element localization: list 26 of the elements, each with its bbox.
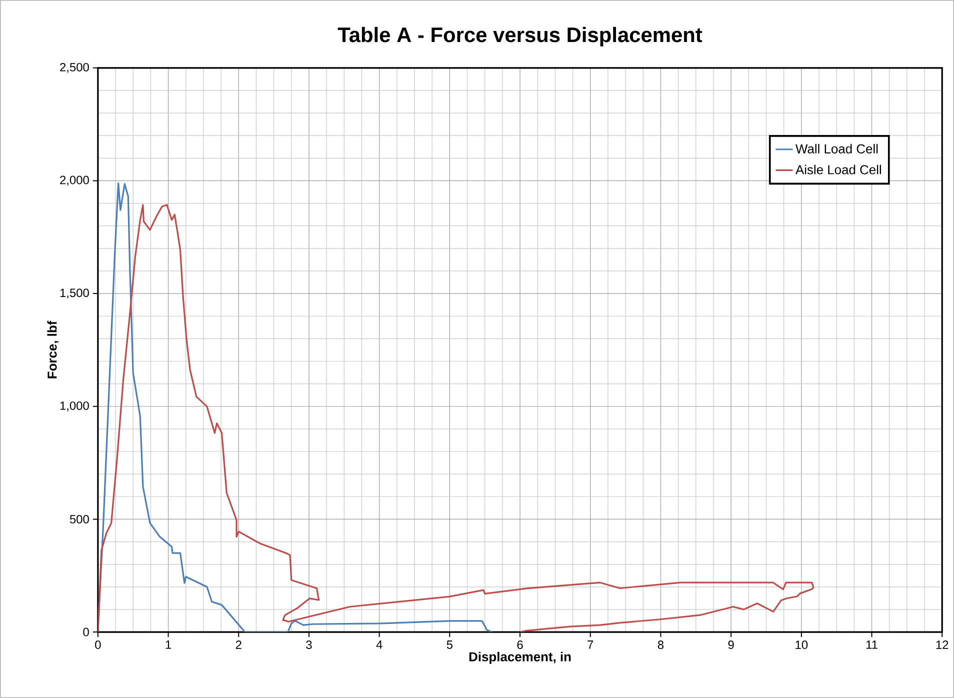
chart-title: Table A - Force versus Displacement [338, 26, 702, 46]
x-tick-label: 5 [446, 640, 452, 649]
x-tick-label: 2 [236, 640, 242, 649]
x-tick-label: 10 [796, 640, 808, 650]
x-axis-title: Displacement, in [469, 652, 571, 664]
x-tick-label: 1 [166, 640, 172, 649]
x-tick-label: 6 [517, 640, 523, 650]
x-tick-label: 3 [306, 640, 312, 650]
legend-label: Wall Load Cell [796, 144, 878, 154]
x-tick-label: 4 [376, 640, 382, 649]
legend-label: Aisle Load Cell [796, 164, 881, 174]
x-tick-label: 9 [728, 640, 734, 650]
y-tick-label: 0 [83, 628, 89, 636]
y-tick-label: 1,500 [60, 288, 89, 299]
x-tick-label: 7 [588, 640, 594, 649]
x-tick-label: 8 [658, 640, 664, 650]
x-tick-label: 11 [866, 640, 878, 649]
y-tick-label: 1,000 [60, 401, 89, 412]
y-tick-label: 2,500 [60, 62, 89, 73]
x-tick-label: 12 [936, 640, 948, 649]
y-tick-label: 500 [70, 515, 89, 524]
x-tick-label: 0 [95, 640, 101, 650]
y-tick-label: 2,000 [60, 176, 89, 186]
y-axis-title: Force, lbf [47, 320, 59, 378]
line-series [98, 182, 493, 632]
line-series [98, 204, 814, 632]
